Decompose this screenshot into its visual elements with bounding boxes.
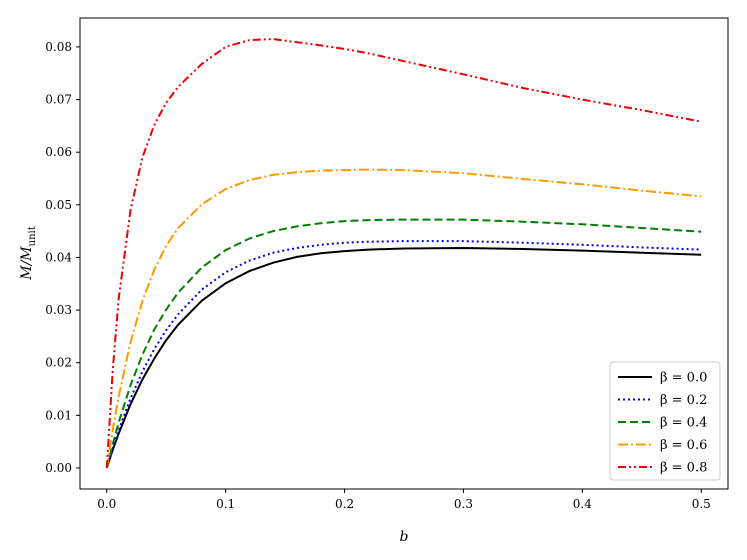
y-axis-label: M/Munit [19, 226, 38, 281]
x-tick-label: 0.1 [216, 497, 235, 511]
x-axis-label: b [400, 529, 409, 545]
legend-label-0: β = 0.0 [660, 371, 707, 386]
y-axis-label-subscript: unit [27, 226, 38, 246]
legend-box [609, 361, 721, 481]
series-line-0 [105, 246, 702, 469]
series-line-3 [105, 168, 702, 469]
y-tick-label: 0.07 [45, 93, 72, 107]
series-line-1 [105, 240, 702, 469]
x-tick-label: 0.5 [692, 497, 711, 511]
y-tick-label: 0.05 [45, 198, 72, 212]
y-tick-label: 0.08 [45, 40, 72, 54]
y-axis: 0.00 0.01 0.02 0.03 0.04 0.05 0.06 0.07 0.08 [45, 40, 80, 475]
y-tick-label: 0.04 [45, 250, 72, 264]
y-tick-label: 0.02 [45, 356, 72, 370]
y-axis-label-main: M/M [19, 246, 35, 281]
x-tick-label: 0.0 [97, 497, 116, 511]
y-tick-label: 0.01 [45, 408, 72, 422]
y-tick-label: 0.06 [45, 145, 72, 159]
series-line-2 [105, 218, 702, 469]
plot-frame [79, 17, 729, 490]
x-axis: 0.0 0.1 0.2 0.3 0.4 0.5 [97, 489, 711, 511]
y-tick-label: 0.03 [45, 303, 72, 317]
series-group [105, 38, 702, 469]
legend-label-1: β = 0.2 [660, 393, 707, 408]
legend-label-4: β = 0.8 [660, 461, 707, 476]
x-tick-label: 0.3 [454, 497, 473, 511]
legend-label-3: β = 0.6 [660, 438, 707, 453]
series-line-4 [105, 38, 702, 468]
legend: β = 0.0 β = 0.2 β = 0.4 β = 0.6 β = 0.8 [609, 361, 721, 481]
x-tick-label: 0.4 [573, 497, 592, 511]
y-tick-label: 0.00 [45, 461, 72, 475]
legend-label-2: β = 0.4 [660, 416, 707, 431]
svg-text:M/Munit: M/Munit [19, 226, 38, 281]
x-tick-label: 0.2 [335, 497, 354, 511]
